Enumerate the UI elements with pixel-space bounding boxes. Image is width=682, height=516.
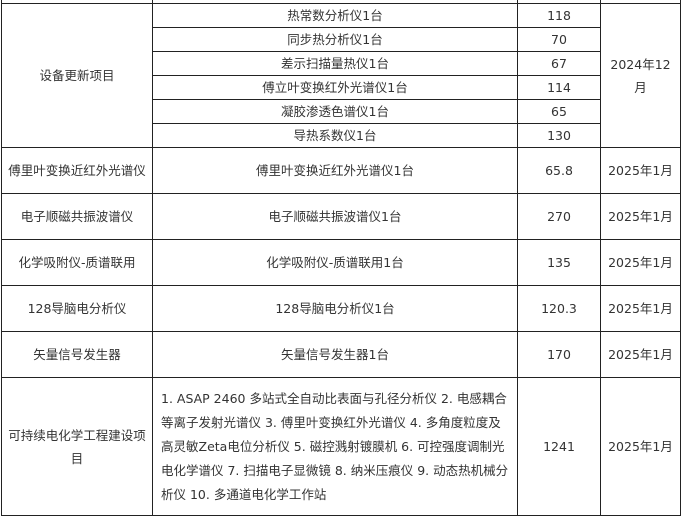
content-cell: 热常数分析仪1台 xyxy=(152,3,518,28)
table-row: 设备更新项目 热常数分析仪1台 118 2024年12月 xyxy=(1,3,681,148)
date-cell: 2024年12月 xyxy=(600,3,681,148)
date-cell: 2025年1月 xyxy=(600,377,681,516)
content-cell: 128导脑电分析仪1台 xyxy=(152,285,518,332)
date-cell: 2025年1月 xyxy=(600,193,681,240)
project-cell: 傅里叶变换近红外光谱仪 xyxy=(1,147,153,194)
amount-cell: 65 xyxy=(517,99,601,124)
content-cell: 差示扫描量热仪1台 xyxy=(152,51,518,76)
amount-cell: 67 xyxy=(517,51,601,76)
amount-cell: 70 xyxy=(517,27,601,52)
table-row: 傅里叶变换近红外光谱仪 傅里叶变换近红外光谱仪1台 65.8 2025年1月 xyxy=(1,147,681,194)
project-cell: 128导脑电分析仪 xyxy=(1,285,153,332)
amount-cell: 118 xyxy=(517,3,601,28)
content-cell: 电子顺磁共振波谱仪1台 xyxy=(152,193,518,240)
table-row: 同步热分析仪1台 70 xyxy=(2,27,681,52)
content-cell: 矢量信号发生器1台 xyxy=(152,331,518,378)
content-cell: 傅里叶变换近红外光谱仪1台 xyxy=(152,147,518,194)
table-row: 128导脑电分析仪 128导脑电分析仪1台 120.3 2025年1月 xyxy=(1,285,681,332)
content-cell: 1. ASAP 2460 多站式全自动比表面与孔径分析仪 2. 电感耦合等离子发… xyxy=(152,377,518,516)
content-cell: 导热系数仪1台 xyxy=(152,123,518,148)
project-cell: 化学吸附仪-质谱联用 xyxy=(1,239,153,286)
amount-cell: 270 xyxy=(517,193,601,240)
amount-cell: 170 xyxy=(517,331,601,378)
table-row: 化学吸附仪-质谱联用 化学吸附仪-质谱联用1台 135 2025年1月 xyxy=(1,239,681,286)
project-cell: 可持续电化学工程建设项目 xyxy=(1,377,153,516)
content-cell: 化学吸附仪-质谱联用1台 xyxy=(152,239,518,286)
table-row: 凝胶渗透色谱仪1台 65 xyxy=(2,99,681,124)
date-cell: 2025年1月 xyxy=(600,285,681,332)
content-cell: 傅立叶变换红外光谱仪1台 xyxy=(152,75,518,100)
table-row: 可持续电化学工程建设项目 1. ASAP 2460 多站式全自动比表面与孔径分析仪… xyxy=(1,377,681,516)
project-cell: 设备更新项目 xyxy=(1,3,153,148)
project-cell: 电子顺磁共振波谱仪 xyxy=(1,193,153,240)
content-cell: 凝胶渗透色谱仪1台 xyxy=(152,99,518,124)
content-cell: 同步热分析仪1台 xyxy=(152,27,518,52)
amount-cell: 135 xyxy=(517,239,601,286)
project-cell: 矢量信号发生器 xyxy=(1,331,153,378)
table-row: 矢量信号发生器 矢量信号发生器1台 170 2025年1月 xyxy=(1,331,681,378)
date-cell: 2025年1月 xyxy=(600,147,681,194)
table-row: 电子顺磁共振波谱仪 电子顺磁共振波谱仪1台 270 2025年1月 xyxy=(1,193,681,240)
amount-cell: 120.3 xyxy=(517,285,601,332)
date-cell: 2025年1月 xyxy=(600,331,681,378)
amount-cell: 65.8 xyxy=(517,147,601,194)
date-cell: 2025年1月 xyxy=(600,239,681,286)
amount-cell: 130 xyxy=(517,123,601,148)
amount-cell: 114 xyxy=(517,75,601,100)
amount-cell: 1241 xyxy=(517,377,601,516)
